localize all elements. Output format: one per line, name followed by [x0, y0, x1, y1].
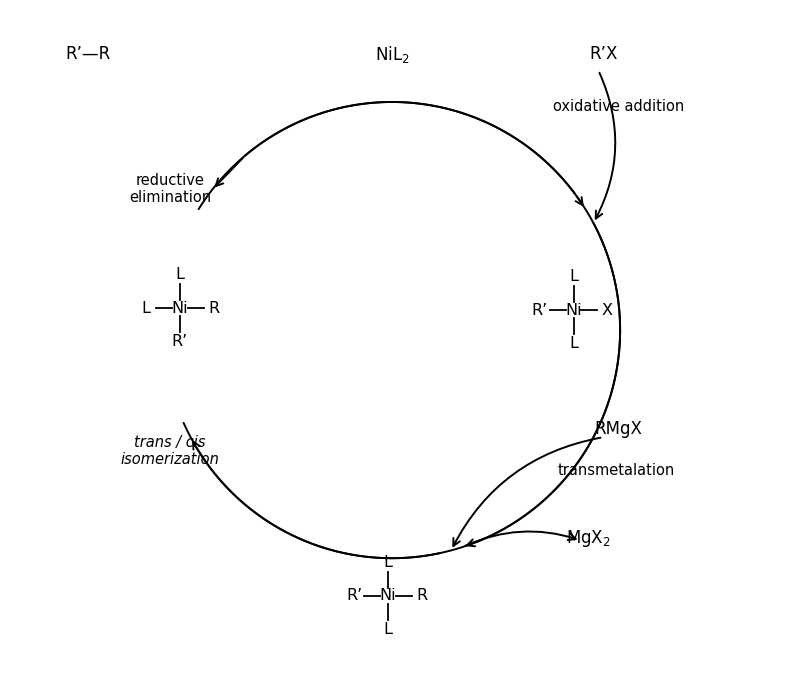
Text: MgX$_2$: MgX$_2$: [566, 528, 611, 549]
Text: Ni: Ni: [171, 301, 188, 316]
Text: R: R: [416, 589, 427, 604]
Text: L: L: [384, 554, 392, 569]
Text: trans / cis
isomerization: trans / cis isomerization: [120, 435, 219, 467]
Text: R’: R’: [346, 589, 363, 604]
Text: Ni: Ni: [565, 303, 582, 318]
Text: L: L: [384, 622, 392, 637]
Text: L: L: [569, 336, 578, 351]
Text: L: L: [141, 301, 151, 316]
Text: oxidative addition: oxidative addition: [553, 100, 684, 115]
Text: L: L: [569, 269, 578, 284]
Text: L: L: [175, 267, 184, 282]
Text: R: R: [208, 301, 219, 316]
Text: R’—R: R’—R: [65, 46, 110, 63]
Text: transmetalation: transmetalation: [557, 464, 675, 479]
Text: R’X: R’X: [589, 46, 618, 63]
Text: reductive
elimination: reductive elimination: [129, 173, 211, 205]
Text: R’: R’: [531, 303, 548, 318]
Text: X: X: [602, 303, 613, 318]
Text: NiL$_2$: NiL$_2$: [374, 44, 409, 65]
Text: Ni: Ni: [380, 589, 396, 604]
Text: RMgX: RMgX: [594, 420, 642, 439]
Text: R’: R’: [172, 334, 188, 349]
